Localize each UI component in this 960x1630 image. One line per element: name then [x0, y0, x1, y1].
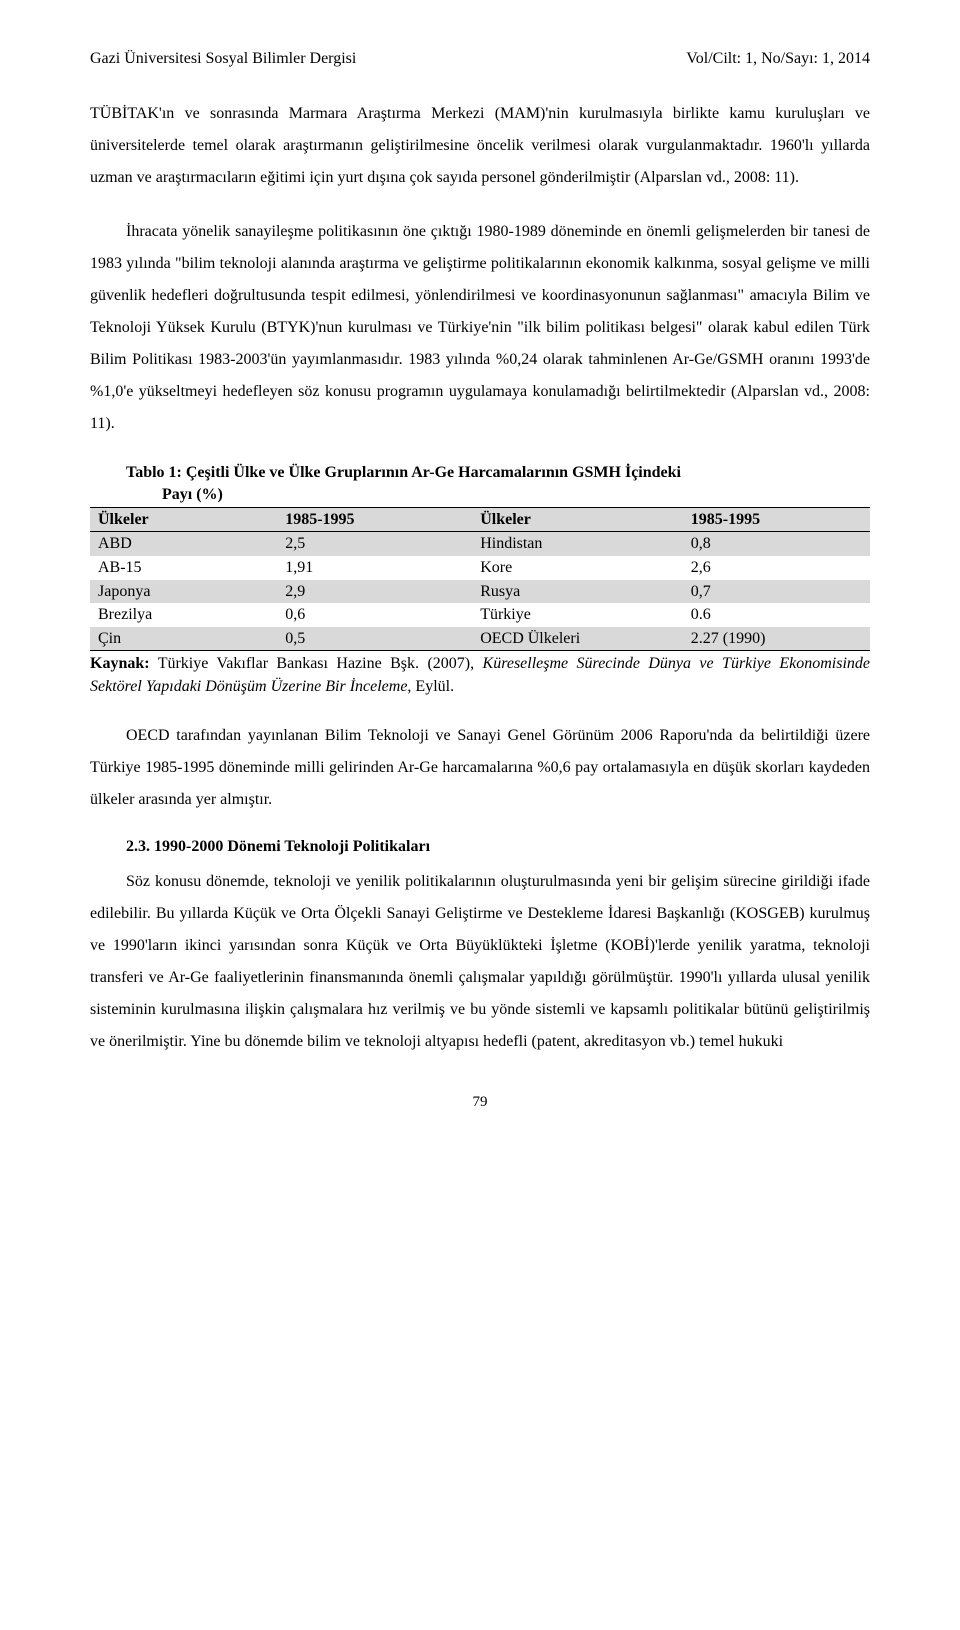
table-cell: Türkiye: [472, 603, 683, 627]
table-cell: 0,5: [277, 627, 472, 651]
table-header-2: 1985-1995: [277, 507, 472, 532]
table-cell: Hindistan: [472, 532, 683, 556]
source-text-1: Türkiye Vakıflar Bankası Hazine Bşk. (20…: [150, 655, 483, 672]
table-cell: 0,6: [277, 603, 472, 627]
table-cell: Rusya: [472, 580, 683, 604]
source-text-2: , Eylül.: [407, 678, 454, 695]
journal-title: Gazi Üniversitesi Sosyal Bilimler Dergis…: [90, 50, 356, 68]
table-cell: ABD: [90, 532, 277, 556]
table-header-4: 1985-1995: [683, 507, 870, 532]
section-heading: 2.3. 1990-2000 Dönemi Teknoloji Politika…: [90, 838, 870, 856]
table-cell: Japonya: [90, 580, 277, 604]
table-title: Tablo 1: Çeşitli Ülke ve Ülke Gruplarını…: [90, 462, 870, 507]
issue-info: Vol/Cilt: 1, No/Sayı: 1, 2014: [686, 50, 870, 68]
source-label: Kaynak:: [90, 655, 150, 672]
table-row: Brezilya 0,6 Türkiye 0.6: [90, 603, 870, 627]
paragraph-1: TÜBİTAK'ın ve sonrasında Marmara Araştır…: [90, 98, 870, 194]
table-cell: 0,7: [683, 580, 870, 604]
table-header-1: Ülkeler: [90, 507, 277, 532]
table-cell: 2,6: [683, 556, 870, 580]
table-title-line1: Tablo 1: Çeşitli Ülke ve Ülke Gruplarını…: [126, 464, 681, 481]
paragraph-3-text: OECD tarafından yayınlanan Bilim Teknolo…: [90, 727, 870, 808]
page-header: Gazi Üniversitesi Sosyal Bilimler Dergis…: [90, 50, 870, 68]
table-source: Kaynak: Türkiye Vakıflar Bankası Hazine …: [90, 653, 870, 698]
table-row: Japonya 2,9 Rusya 0,7: [90, 580, 870, 604]
paragraph-2: İhracata yönelik sanayileşme politikasın…: [90, 216, 870, 440]
table-row: ABD 2,5 Hindistan 0,8: [90, 532, 870, 556]
table-cell: AB-15: [90, 556, 277, 580]
paragraph-4-text: Söz konusu dönemde, teknoloji ve yenilik…: [90, 873, 870, 1050]
table-row: AB-15 1,91 Kore 2,6: [90, 556, 870, 580]
table-cell: 2,9: [277, 580, 472, 604]
table-header-3: Ülkeler: [472, 507, 683, 532]
table-title-line2: Payı (%): [126, 484, 870, 506]
table-cell: 2.27 (1990): [683, 627, 870, 651]
data-table: Ülkeler 1985-1995 Ülkeler 1985-1995 ABD …: [90, 507, 870, 652]
table-cell: Çin: [90, 627, 277, 651]
table-cell: Brezilya: [90, 603, 277, 627]
table-cell: OECD Ülkeleri: [472, 627, 683, 651]
table-cell: 2,5: [277, 532, 472, 556]
paragraph-2-text: İhracata yönelik sanayileşme politikasın…: [90, 223, 870, 432]
table-cell: Kore: [472, 556, 683, 580]
table-cell: 0.6: [683, 603, 870, 627]
paragraph-4: Söz konusu dönemde, teknoloji ve yenilik…: [90, 866, 870, 1058]
table-row: Çin 0,5 OECD Ülkeleri 2.27 (1990): [90, 627, 870, 651]
paragraph-3: OECD tarafından yayınlanan Bilim Teknolo…: [90, 720, 870, 816]
page-number: 79: [90, 1094, 870, 1111]
paragraph-1-text: TÜBİTAK'ın ve sonrasında Marmara Araştır…: [90, 105, 870, 186]
table-cell: 0,8: [683, 532, 870, 556]
table-header-row: Ülkeler 1985-1995 Ülkeler 1985-1995: [90, 507, 870, 532]
table-cell: 1,91: [277, 556, 472, 580]
